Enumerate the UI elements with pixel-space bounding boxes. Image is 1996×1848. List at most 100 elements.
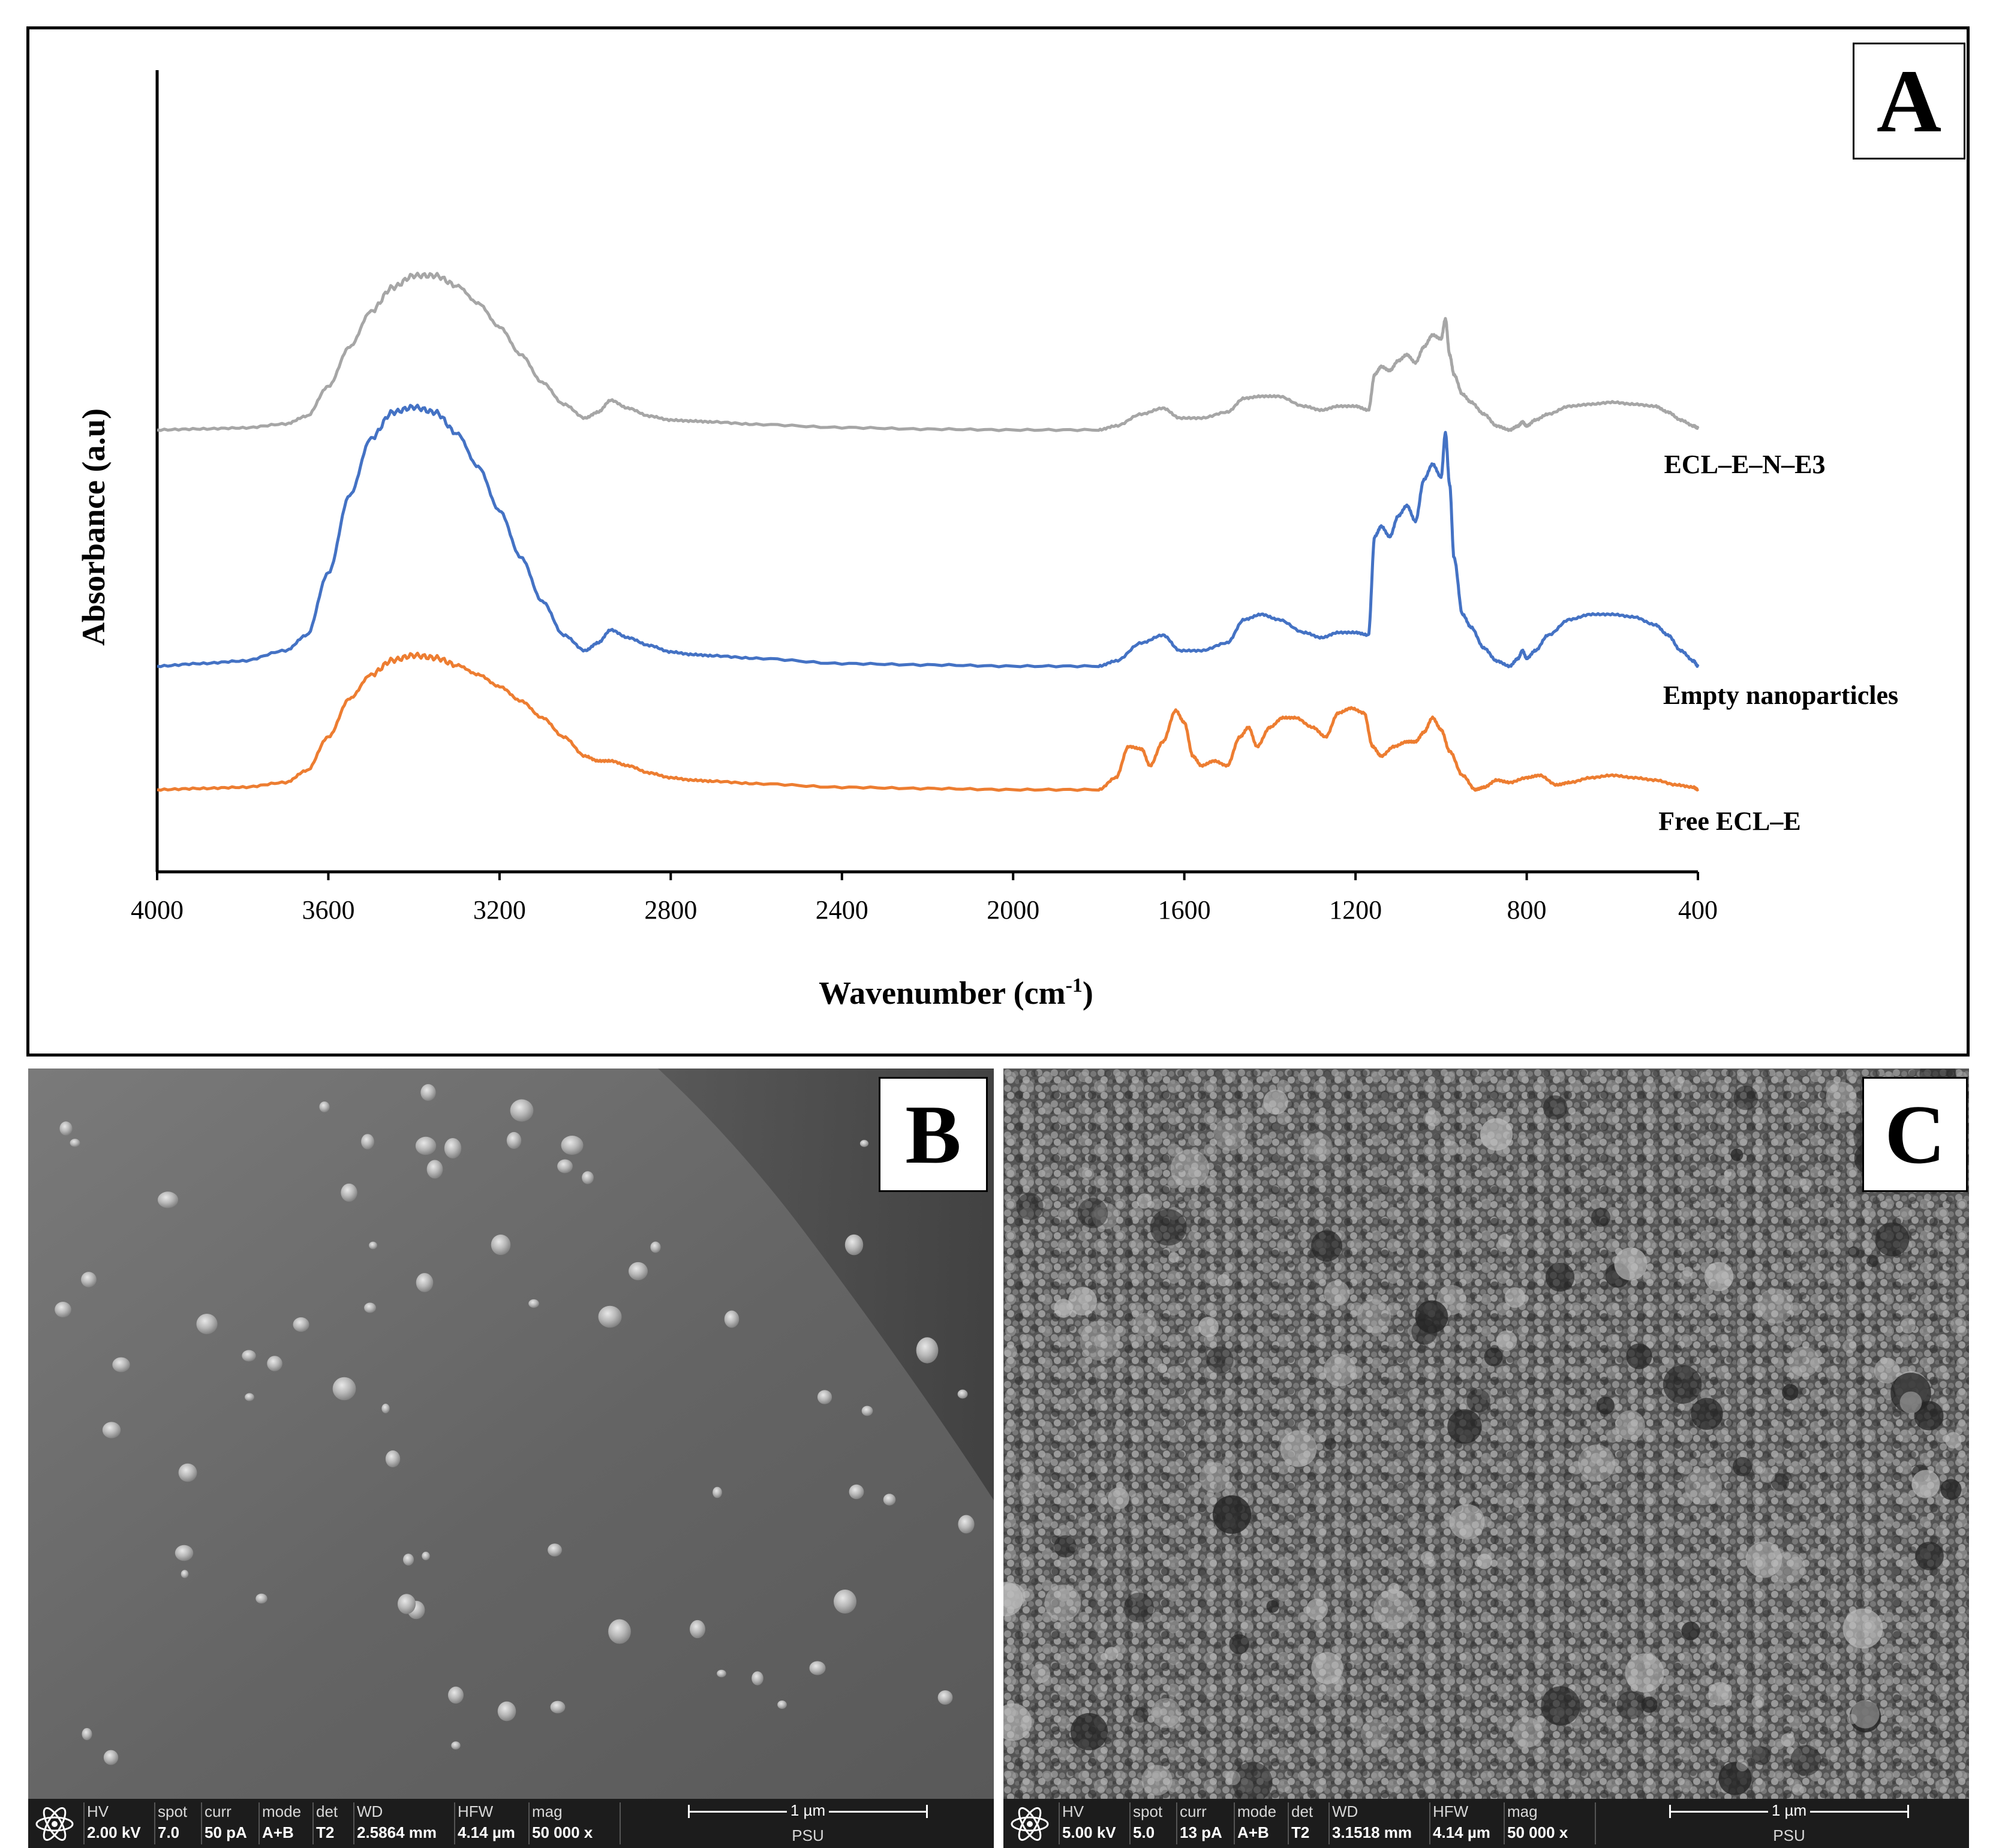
nanoparticle: [319, 1101, 330, 1112]
ftir-plot: 4000 3600 3200 2800 2400 2000 1600 1200 800 400 E…: [76, 70, 1898, 1011]
nanoparticle: [916, 1337, 939, 1364]
nanoparticle: [844, 1234, 864, 1256]
databar-wd: WD 3.1518 mm: [1332, 1801, 1412, 1843]
nanoparticle: [55, 1302, 71, 1317]
nanoparticle: [181, 1570, 189, 1578]
nanoparticle: [59, 1121, 73, 1136]
nanoparticle: [397, 1594, 416, 1614]
x-axis-title-sup: -1: [1066, 974, 1083, 997]
nanoparticle: [859, 1140, 869, 1147]
nanoparticle: [255, 1593, 267, 1604]
databar-separator: [1059, 1802, 1060, 1844]
particle-cluster: [1306, 1599, 1328, 1620]
pore: [1229, 1634, 1249, 1654]
nanoparticle: [491, 1234, 511, 1256]
particle-cluster: [1851, 1700, 1880, 1729]
nanoparticle: [245, 1393, 254, 1401]
nanoparticle: [178, 1463, 197, 1482]
pore: [1771, 1473, 1789, 1491]
particle-cluster: [1044, 1584, 1081, 1621]
nanoparticle: [102, 1422, 121, 1438]
wd-value: 2.5864 mm: [357, 1823, 437, 1841]
x-tick-label: 3600: [302, 895, 354, 925]
nanoparticle: [582, 1171, 594, 1184]
particle-cluster: [1670, 1076, 1684, 1089]
series-label: ECL–E–N–E3: [1664, 450, 1826, 479]
databar-separator: [620, 1802, 621, 1844]
nanoparticle: [506, 1131, 522, 1149]
panel-letter-a: A: [1853, 43, 1965, 159]
particle-cluster: [1003, 1703, 1032, 1741]
pore: [1206, 1346, 1234, 1374]
databar-separator: [353, 1802, 354, 1844]
particle-cluster: [1108, 1488, 1129, 1509]
databar-separator: [258, 1802, 260, 1844]
nanoparticle: [497, 1701, 516, 1721]
databar-separator: [1234, 1802, 1235, 1844]
curr-label: curr: [1180, 1802, 1207, 1820]
databar-separator: [1288, 1802, 1289, 1844]
nanoparticle: [444, 1138, 462, 1158]
scale-label: 1 µm: [688, 1801, 928, 1820]
particle-cluster: [1800, 1178, 1812, 1190]
mag-label: mag: [532, 1802, 563, 1820]
nanoparticle: [369, 1241, 377, 1250]
pore: [1752, 1746, 1771, 1765]
pore: [1691, 1398, 1723, 1430]
nanoparticle: [690, 1620, 705, 1639]
hv-label: HV: [1062, 1802, 1084, 1820]
particle-cluster: [1092, 1202, 1119, 1230]
particle-cluster: [1018, 1473, 1041, 1495]
pore: [1914, 1401, 1944, 1431]
atom-icon: [35, 1807, 74, 1841]
particle-cluster: [1950, 1317, 1967, 1334]
nanoparticle: [608, 1619, 631, 1644]
particle-cluster: [1513, 1497, 1524, 1508]
nanoparticle: [550, 1700, 566, 1714]
particle-cluster: [1842, 1608, 1883, 1649]
databar-separator: [312, 1802, 314, 1844]
databar-spot: spot 5.0: [1133, 1801, 1162, 1843]
pore: [1311, 1230, 1342, 1262]
pore: [1545, 1262, 1575, 1292]
nanoparticle: [364, 1302, 376, 1313]
particle-cluster: [1724, 1169, 1736, 1181]
particle-cluster: [1625, 1653, 1664, 1693]
nanoparticle: [650, 1241, 661, 1253]
particle-cluster: [1945, 1432, 1962, 1449]
particle-cluster: [1792, 1784, 1804, 1796]
mag-value: 50 000 x: [1507, 1823, 1568, 1841]
wd-label: WD: [1332, 1802, 1358, 1820]
particle-cluster: [1141, 1765, 1173, 1796]
x-tick-label: 1200: [1329, 895, 1382, 925]
particle-cluster: [1217, 1274, 1230, 1287]
pore: [1054, 1535, 1077, 1558]
series-label: Free ECL–E: [1658, 806, 1801, 836]
particle-cluster: [1133, 1313, 1157, 1337]
series-label: Empty nanoparticles: [1663, 681, 1898, 710]
particle-cluster: [1324, 1280, 1350, 1307]
particle-cluster: [1263, 1089, 1288, 1115]
nanoparticle: [81, 1272, 97, 1287]
pore: [1681, 1621, 1700, 1641]
particle-cluster: [1745, 1541, 1782, 1578]
lab-label: PSU: [1773, 1826, 1805, 1844]
particle-cluster: [1781, 1733, 1795, 1747]
pore: [1730, 1148, 1744, 1161]
sem-databar-c: HV 5.00 kV spot 5.0 curr 13 pA mode A+B …: [1003, 1799, 1969, 1848]
databar-mag: mag 50 000 x: [532, 1801, 593, 1843]
particle-cluster: [1151, 1698, 1181, 1728]
nanoparticle: [937, 1690, 953, 1705]
particle-cluster: [1080, 1320, 1120, 1361]
nanoparticle: [293, 1317, 309, 1332]
scale-label: 1 µm: [1669, 1801, 1909, 1820]
nanoparticle: [403, 1554, 414, 1566]
databar-wd: WD 2.5864 mm: [357, 1801, 437, 1843]
particle-cluster: [1054, 1299, 1073, 1318]
det-value: T2: [1291, 1823, 1310, 1841]
particle-cluster: [1104, 1647, 1119, 1661]
particle-cluster: [1311, 1652, 1343, 1684]
panel-a-ftir-chart: 4000 3600 3200 2800 2400 2000 1600 1200 800 400 E…: [26, 26, 1970, 1057]
databar-det: det T2: [316, 1801, 338, 1843]
particle-cluster: [1734, 1664, 1746, 1676]
